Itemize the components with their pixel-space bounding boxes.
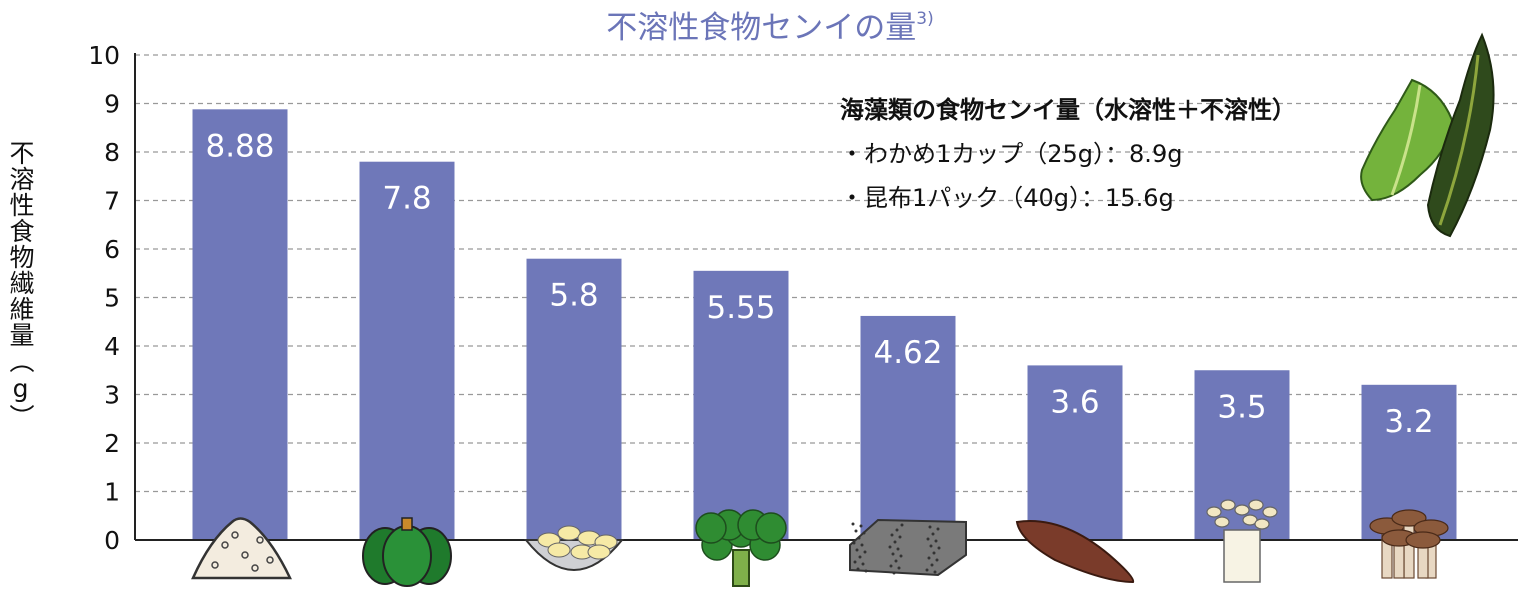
y-tick-label: 6 — [104, 235, 120, 264]
bar-value-label: 5.8 — [549, 278, 598, 314]
chart-title: 不溶性食物センイの量3) — [0, 2, 1540, 47]
y-tick-label: 3 — [104, 381, 120, 410]
bar — [1027, 365, 1123, 540]
bar-value-label: 7.8 — [382, 181, 431, 217]
seaweed-note: 海藻類の食物センイ量（水溶性＋不溶性） ・わかめ1カップ（25g）：8.9g ・… — [840, 88, 1296, 220]
seaweed-icon — [1360, 32, 1495, 238]
y-tick-label: 10 — [88, 41, 120, 70]
bar-value-label: 3.6 — [1050, 384, 1099, 420]
beans-bowl-icon — [523, 525, 625, 571]
seaweed-note-heading: 海藻類の食物センイ量（水溶性＋不溶性） — [840, 96, 1296, 124]
y-tick-label: 8 — [104, 138, 120, 167]
flour-icon — [191, 517, 292, 580]
bar-value-label: 3.5 — [1217, 389, 1266, 425]
bar — [192, 109, 288, 540]
shimeji-icon — [1369, 509, 1449, 579]
y-tick-label: 4 — [104, 332, 120, 361]
y-tick-label: 1 — [104, 478, 120, 507]
pumpkin-icon — [362, 517, 452, 587]
bar-value-label: 3.2 — [1384, 404, 1433, 440]
bar-value-label: 5.55 — [706, 290, 775, 326]
chart-title-text: 不溶性食物センイの量 — [606, 10, 917, 46]
bar-value-label: 4.62 — [873, 335, 942, 371]
y-axis-label: 不溶性食物繊維量（g） — [6, 140, 35, 430]
y-tick-label: 7 — [104, 187, 120, 216]
konjac-icon — [849, 518, 967, 577]
seaweed-note-line-wakame: ・わかめ1カップ（25g）：8.9g — [840, 140, 1183, 168]
bar — [526, 258, 622, 540]
broccoli-icon — [695, 509, 787, 587]
y-tick-label: 0 — [104, 526, 120, 555]
bar — [359, 161, 455, 540]
sweet-potato-icon — [1015, 520, 1135, 584]
y-tick-label: 2 — [104, 429, 120, 458]
seaweed-note-line-kombu: ・昆布1パック（40g）：15.6g — [840, 184, 1174, 212]
bar — [860, 315, 956, 540]
enoki-icon — [1206, 499, 1278, 583]
bar-value-label: 8.88 — [205, 128, 274, 164]
y-tick-label: 5 — [104, 284, 120, 313]
y-tick-label: 9 — [104, 90, 120, 119]
bar — [693, 270, 789, 540]
title-reference: 3) — [916, 9, 934, 29]
